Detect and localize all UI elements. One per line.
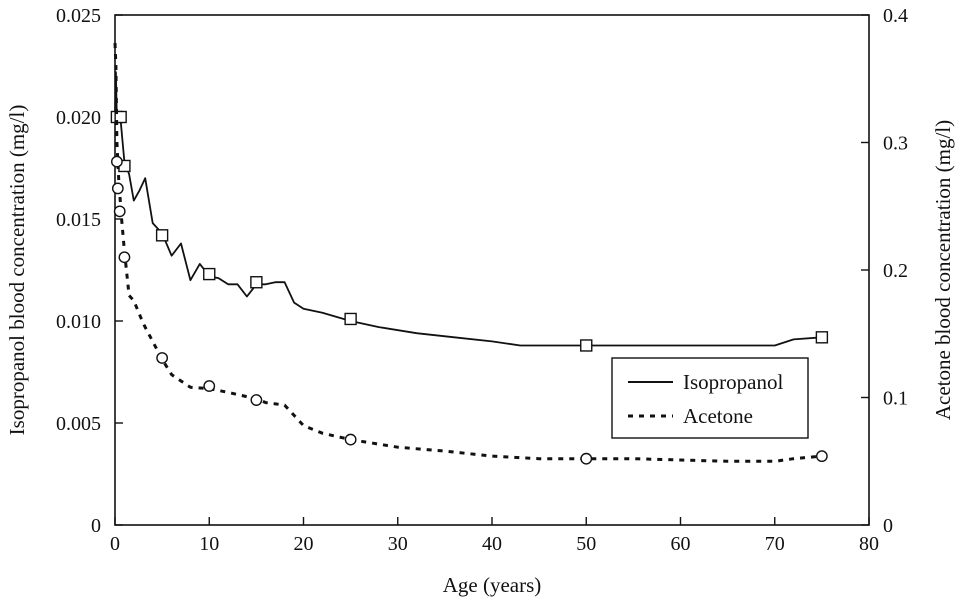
- acetone-data-point: [250, 394, 263, 406]
- left-y-tick-label: 0.025: [56, 5, 101, 27]
- x-axis-ticks: 0 10 20 30 40 50 60 70 80: [110, 517, 879, 555]
- right-y-axis-ticks: 0 0.1 0.2 0.3 0.4: [861, 5, 908, 537]
- x-tick-label: 50: [576, 533, 596, 555]
- legend-box: [611, 357, 809, 439]
- legend: Isopropanol Acetone: [611, 357, 809, 439]
- left-y-tick-label: 0.010: [56, 311, 101, 333]
- acetone-data-point: [156, 352, 169, 364]
- acetone-series-line: [113, 43, 823, 463]
- acetone-data-point: [111, 182, 124, 195]
- left-y-tick-label: 0.005: [56, 413, 101, 435]
- isopropanol-series-line: [114, 71, 822, 347]
- acetone-data-point: [113, 205, 126, 218]
- isopropanol-data-point: [114, 110, 127, 124]
- right-y-tick-label: 0.3: [883, 133, 908, 155]
- x-tick-label: 40: [482, 533, 502, 555]
- isopropanol-data-point: [155, 229, 169, 242]
- isopropanol-data-point: [344, 312, 357, 326]
- x-axis-title: Age (years): [443, 573, 542, 597]
- acetone-data-point: [118, 251, 131, 264]
- acetone-data-point: [344, 433, 357, 446]
- left-y-tick-label: 0.015: [56, 209, 101, 231]
- isopropanol-data-point: [203, 267, 216, 281]
- x-tick-label: 0: [110, 533, 120, 555]
- left-y-axis-ticks: 0 0.005 0.010 0.015 0.020 0.025: [56, 5, 123, 537]
- x-tick-label: 60: [671, 533, 691, 555]
- x-tick-label: 30: [388, 533, 408, 555]
- isopropanol-data-point: [815, 331, 829, 344]
- right-y-tick-label: 0.4: [883, 5, 908, 27]
- series-layer: [110, 43, 829, 465]
- acetone-data-point: [580, 452, 593, 465]
- acetone-data-point: [203, 380, 216, 392]
- isopropanol-data-point: [250, 276, 263, 289]
- acetone-data-point: [110, 155, 123, 168]
- legend-isopropanol-label: Isopropanol: [683, 370, 783, 394]
- left-y-tick-label: 0.020: [56, 107, 101, 129]
- x-tick-label: 20: [294, 533, 314, 555]
- right-y-tick-label: 0.1: [883, 388, 908, 410]
- right-y-tick-label: 0.2: [883, 260, 908, 282]
- left-y-tick-label: 0: [91, 515, 101, 537]
- x-tick-label: 10: [199, 533, 219, 555]
- right-y-tick-label: 0: [883, 515, 893, 537]
- legend-acetone-label: Acetone: [683, 404, 753, 428]
- x-tick-label: 80: [859, 533, 879, 555]
- right-y-axis-title: Acetone blood concentration (mg/l): [931, 120, 955, 420]
- isopropanol-data-point: [580, 339, 593, 352]
- x-tick-label: 70: [765, 533, 785, 555]
- acetone-data-point: [815, 450, 828, 463]
- left-y-axis-title: Isopropanol blood concentration (mg/l): [5, 105, 29, 436]
- plot-frame: [114, 14, 870, 526]
